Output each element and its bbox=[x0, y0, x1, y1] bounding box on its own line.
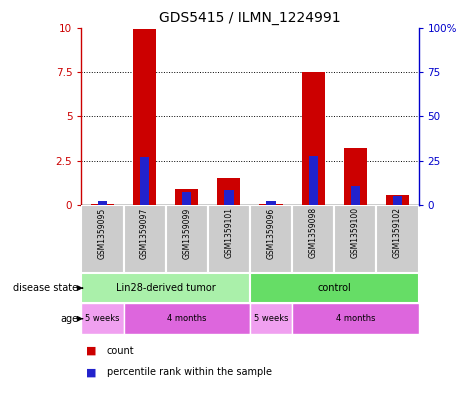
Text: GSM1359096: GSM1359096 bbox=[266, 208, 275, 259]
Bar bbox=[351, 186, 360, 205]
Text: ■: ■ bbox=[86, 367, 97, 377]
Bar bbox=[344, 149, 367, 205]
Bar bbox=[175, 189, 198, 205]
Bar bbox=[208, 205, 250, 273]
Text: GSM1359102: GSM1359102 bbox=[393, 208, 402, 258]
Title: GDS5415 / ILMN_1224991: GDS5415 / ILMN_1224991 bbox=[159, 11, 341, 25]
Bar bbox=[250, 205, 292, 273]
Bar bbox=[91, 204, 114, 205]
Bar bbox=[133, 29, 156, 205]
Text: control: control bbox=[317, 283, 351, 293]
Text: ■: ■ bbox=[86, 346, 97, 356]
Text: 4 months: 4 months bbox=[167, 314, 206, 323]
Bar bbox=[250, 273, 418, 303]
Bar bbox=[302, 72, 325, 205]
Bar bbox=[98, 201, 107, 205]
Bar bbox=[259, 204, 283, 205]
Bar bbox=[266, 201, 276, 205]
Text: 4 months: 4 months bbox=[336, 314, 375, 323]
Bar bbox=[308, 156, 318, 205]
Text: 5 weeks: 5 weeks bbox=[85, 314, 120, 323]
Bar bbox=[124, 205, 166, 273]
Text: percentile rank within the sample: percentile rank within the sample bbox=[107, 367, 272, 377]
Text: GSM1359097: GSM1359097 bbox=[140, 208, 149, 259]
Bar bbox=[292, 303, 418, 334]
Text: GSM1359098: GSM1359098 bbox=[309, 208, 318, 259]
Bar bbox=[182, 192, 192, 205]
Text: age: age bbox=[60, 314, 78, 324]
Bar bbox=[140, 157, 149, 205]
Text: GSM1359101: GSM1359101 bbox=[225, 208, 233, 258]
Text: GSM1359095: GSM1359095 bbox=[98, 208, 107, 259]
Bar bbox=[166, 205, 208, 273]
Text: GSM1359099: GSM1359099 bbox=[182, 208, 191, 259]
Bar bbox=[124, 303, 250, 334]
Bar bbox=[81, 205, 124, 273]
Bar bbox=[250, 303, 292, 334]
Bar bbox=[81, 303, 124, 334]
Bar bbox=[224, 190, 233, 205]
Text: count: count bbox=[107, 346, 134, 356]
Bar bbox=[386, 195, 409, 205]
Bar bbox=[334, 205, 376, 273]
Text: disease state: disease state bbox=[13, 283, 78, 293]
Text: Lin28-derived tumor: Lin28-derived tumor bbox=[116, 283, 216, 293]
Bar bbox=[81, 273, 250, 303]
Bar bbox=[217, 178, 240, 205]
Bar bbox=[393, 196, 402, 205]
Bar bbox=[376, 205, 418, 273]
Text: GSM1359100: GSM1359100 bbox=[351, 208, 360, 259]
Text: 5 weeks: 5 weeks bbox=[254, 314, 288, 323]
Bar bbox=[292, 205, 334, 273]
